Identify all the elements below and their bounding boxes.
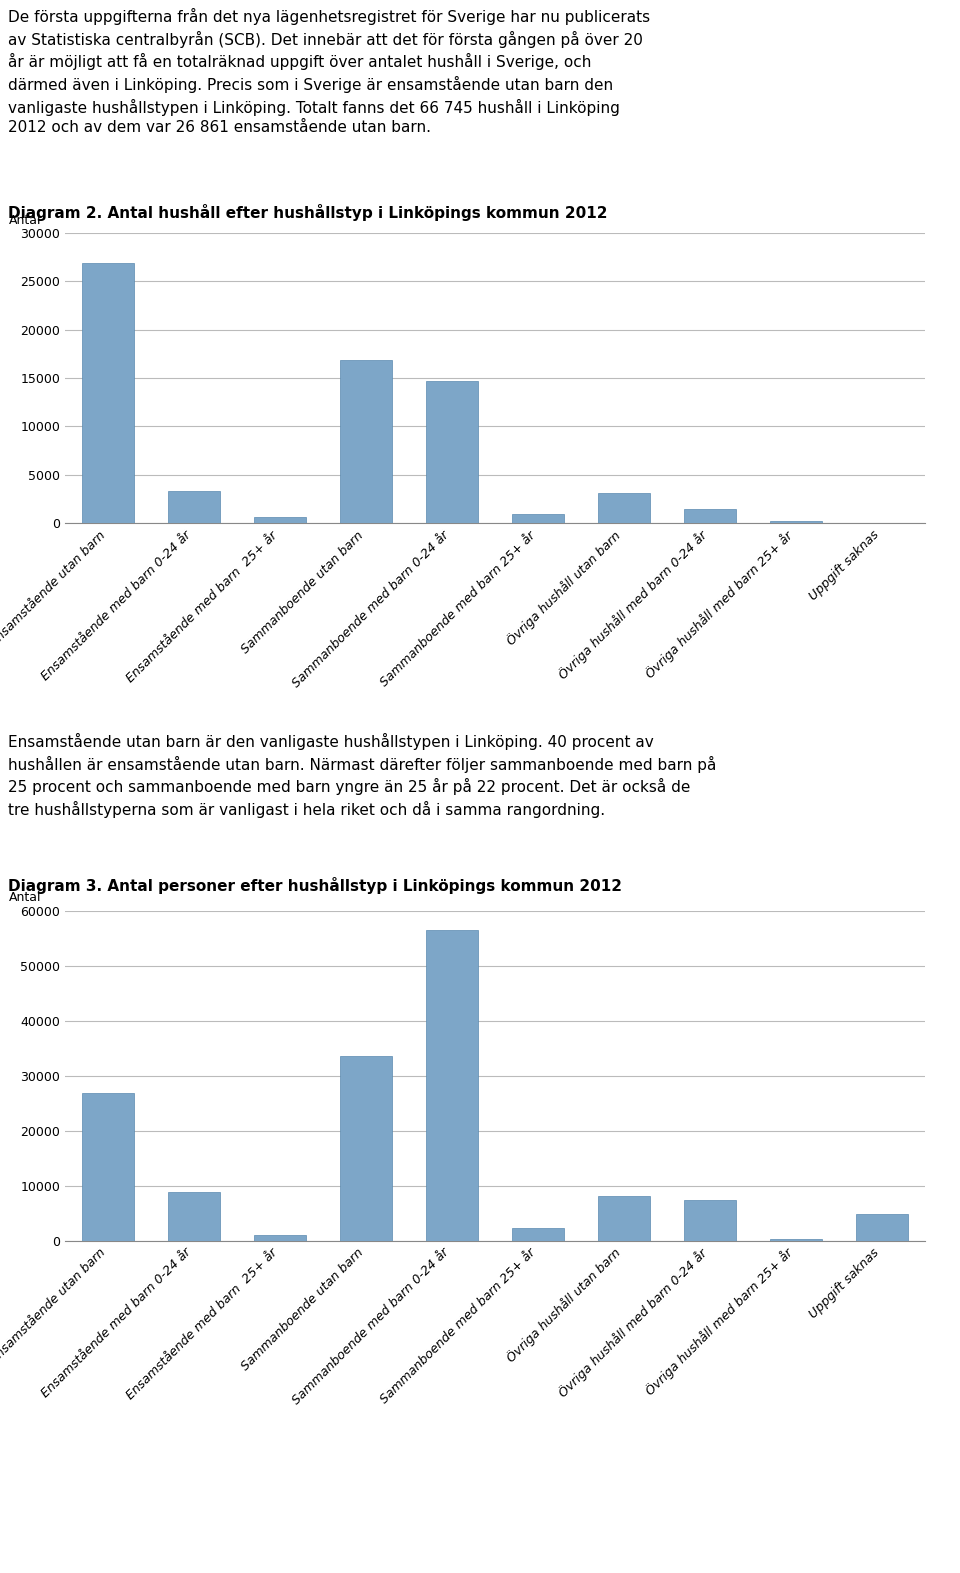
Bar bbox=[426, 930, 478, 1241]
Bar bbox=[513, 514, 564, 522]
Bar bbox=[340, 1055, 392, 1241]
Bar bbox=[856, 1214, 908, 1241]
Text: Diagram 3. Antal personer efter hushållstyp i Linköpings kommun 2012: Diagram 3. Antal personer efter hushålls… bbox=[8, 878, 622, 893]
Bar bbox=[598, 1195, 650, 1241]
Bar bbox=[254, 1235, 306, 1241]
Text: Diagram 2. Antal hushåll efter hushållstyp i Linköpings kommun 2012: Diagram 2. Antal hushåll efter hushållst… bbox=[8, 204, 608, 220]
Text: Antal: Antal bbox=[9, 892, 41, 904]
Bar bbox=[340, 360, 392, 522]
Bar bbox=[770, 521, 822, 522]
Bar bbox=[254, 518, 306, 522]
Bar bbox=[426, 381, 478, 522]
Bar bbox=[684, 1200, 735, 1241]
Bar bbox=[83, 1093, 133, 1241]
Bar bbox=[770, 1240, 822, 1241]
Bar bbox=[513, 1229, 564, 1241]
Bar bbox=[598, 492, 650, 522]
Bar bbox=[684, 510, 735, 522]
Text: Ensamstående utan barn är den vanligaste hushållstypen i Linköping. 40 procent a: Ensamstående utan barn är den vanligaste… bbox=[8, 733, 716, 818]
Bar bbox=[83, 263, 133, 522]
Text: Antal: Antal bbox=[9, 214, 41, 227]
Bar bbox=[168, 1191, 220, 1241]
Bar bbox=[168, 491, 220, 522]
Text: De första uppgifterna från det nya lägenhetsregistret för Sverige har nu publice: De första uppgifterna från det nya lägen… bbox=[8, 8, 650, 135]
